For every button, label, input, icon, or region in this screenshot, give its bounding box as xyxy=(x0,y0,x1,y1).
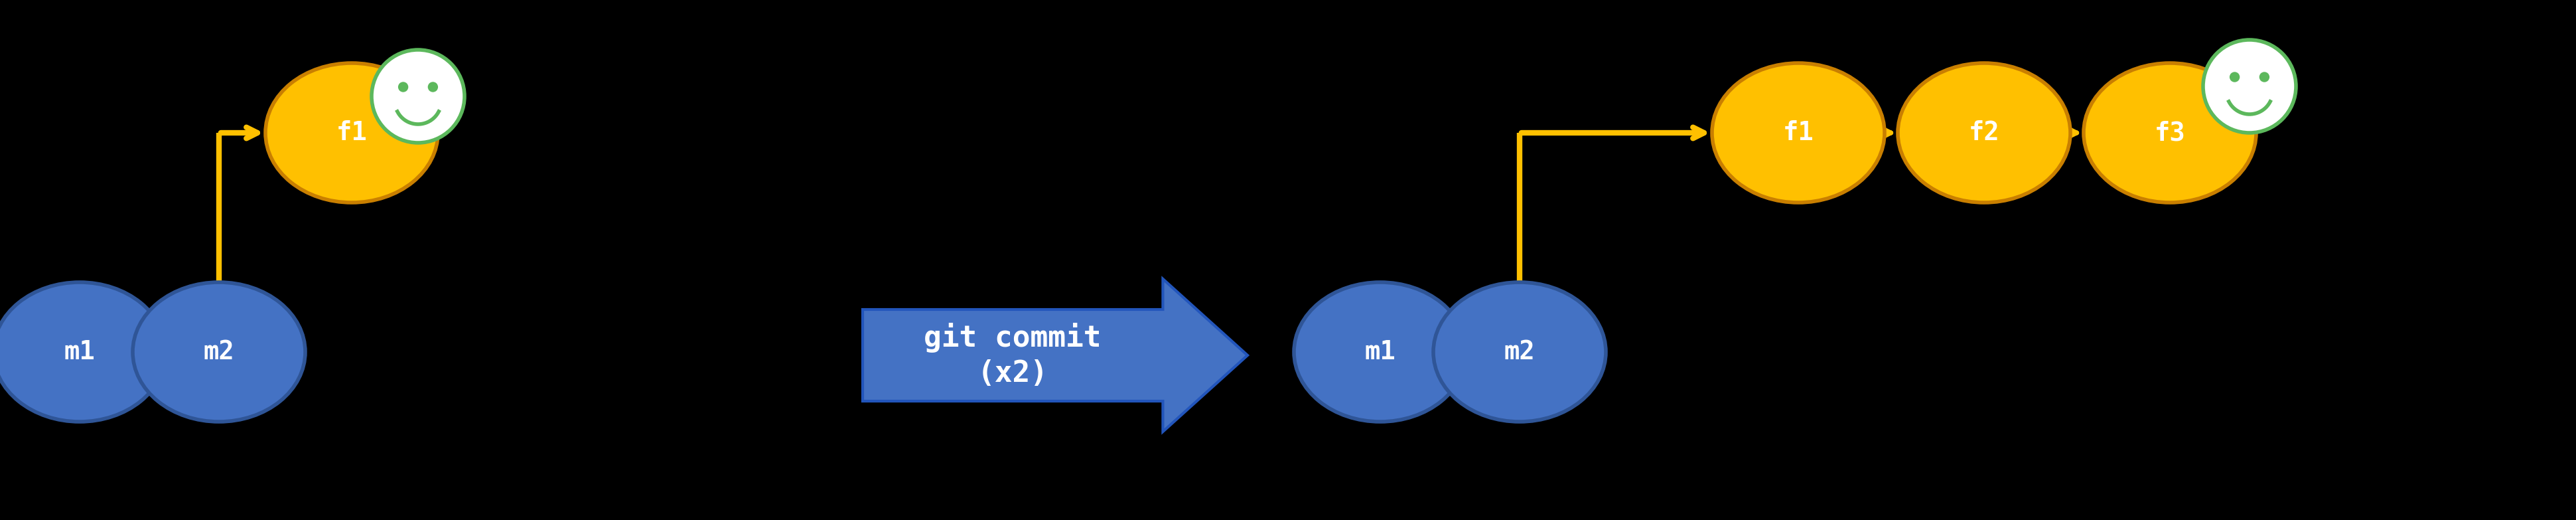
Circle shape xyxy=(399,82,407,92)
Ellipse shape xyxy=(1899,63,2071,203)
Text: m2: m2 xyxy=(1504,340,1535,365)
Text: f2: f2 xyxy=(1968,120,1999,146)
Text: f1: f1 xyxy=(1783,120,1814,146)
Ellipse shape xyxy=(0,282,165,422)
Text: f3: f3 xyxy=(2154,120,2184,146)
Ellipse shape xyxy=(1713,63,1886,203)
Text: m1: m1 xyxy=(64,340,95,365)
Text: m2: m2 xyxy=(204,340,234,365)
Circle shape xyxy=(428,82,438,92)
Polygon shape xyxy=(863,279,1247,432)
Circle shape xyxy=(371,50,464,143)
Circle shape xyxy=(2202,40,2295,133)
Circle shape xyxy=(2231,72,2239,82)
Ellipse shape xyxy=(2084,63,2257,203)
Ellipse shape xyxy=(265,63,438,203)
Text: f1: f1 xyxy=(337,120,368,146)
Circle shape xyxy=(2259,72,2269,82)
Text: git commit
(x2): git commit (x2) xyxy=(925,323,1103,388)
Text: m1: m1 xyxy=(1365,340,1396,365)
Ellipse shape xyxy=(1432,282,1605,422)
Ellipse shape xyxy=(134,282,304,422)
Ellipse shape xyxy=(1293,282,1466,422)
